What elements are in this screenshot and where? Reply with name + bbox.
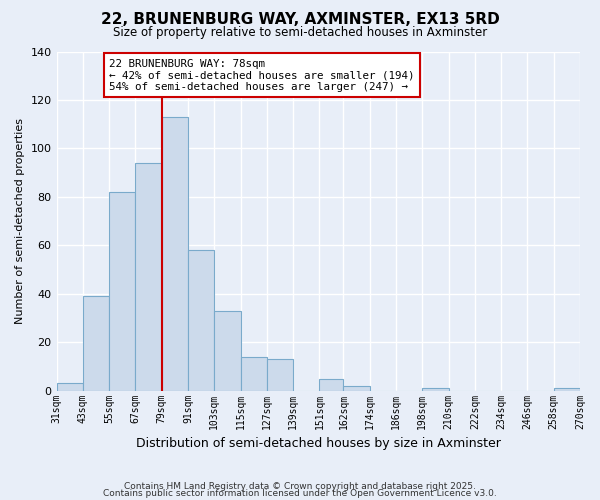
Text: Size of property relative to semi-detached houses in Axminster: Size of property relative to semi-detach… (113, 26, 487, 39)
Bar (343, 386, 370, 390)
Bar (188, 250, 214, 390)
Bar (554, 388, 580, 390)
Text: 22 BRUNENBURG WAY: 78sqm
← 42% of semi-detached houses are smaller (194)
54% of : 22 BRUNENBURG WAY: 78sqm ← 42% of semi-d… (109, 59, 415, 92)
Text: Contains public sector information licensed under the Open Government Licence v3: Contains public sector information licen… (103, 489, 497, 498)
Text: 22, BRUNENBURG WAY, AXMINSTER, EX13 5RD: 22, BRUNENBURG WAY, AXMINSTER, EX13 5RD (101, 12, 499, 28)
Bar (214, 310, 241, 390)
Bar (241, 356, 267, 390)
Y-axis label: Number of semi-detached properties: Number of semi-detached properties (15, 118, 25, 324)
Bar (267, 359, 293, 390)
Bar (161, 117, 188, 390)
Bar (109, 192, 136, 390)
Bar (83, 296, 109, 390)
Bar (56, 384, 83, 390)
Text: Contains HM Land Registry data © Crown copyright and database right 2025.: Contains HM Land Registry data © Crown c… (124, 482, 476, 491)
Bar (422, 388, 449, 390)
Bar (136, 163, 161, 390)
Bar (319, 378, 343, 390)
X-axis label: Distribution of semi-detached houses by size in Axminster: Distribution of semi-detached houses by … (136, 437, 501, 450)
